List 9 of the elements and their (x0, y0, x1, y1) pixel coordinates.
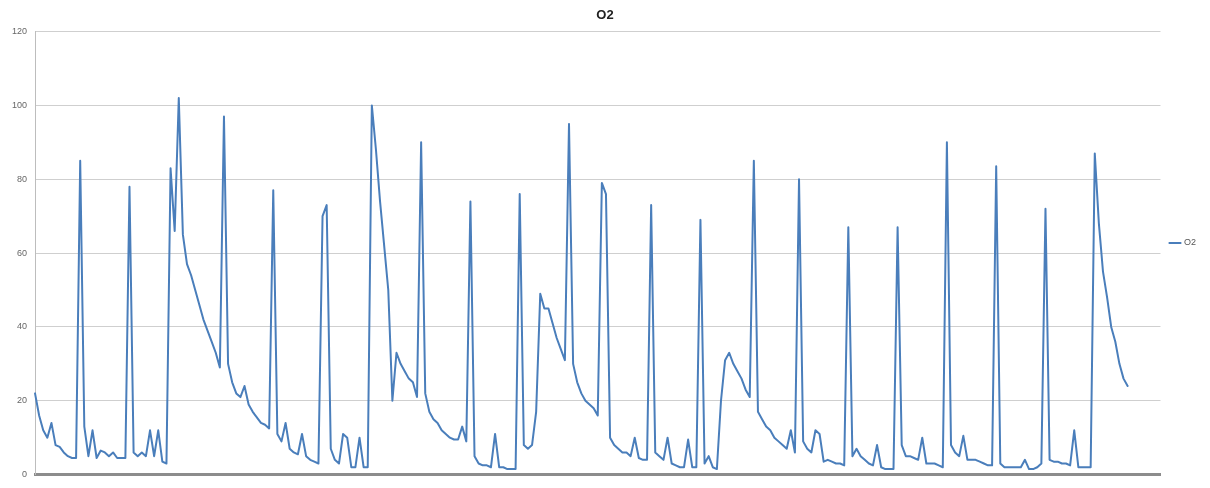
y-tick-label: 80 (17, 173, 28, 184)
y-tick-label: 40 (17, 321, 28, 332)
y-tick-label: 120 (11, 26, 28, 37)
legend-label: O2 (1183, 237, 1197, 248)
y-tick-label: 20 (17, 395, 28, 406)
chart-title: O2 (596, 7, 614, 23)
y-tick-label: 60 (17, 247, 28, 258)
y-tick-label: 100 (11, 99, 28, 110)
y-tick-label: 0 (22, 469, 28, 480)
